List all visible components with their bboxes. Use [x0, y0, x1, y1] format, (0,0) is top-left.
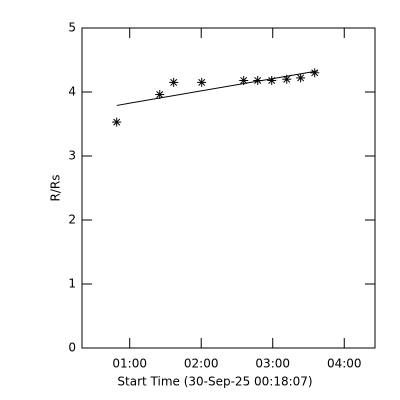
asterisk-stroke — [254, 76, 262, 84]
x-tick-label: 01:00 — [112, 357, 147, 371]
point — [197, 77, 207, 87]
point — [267, 75, 277, 85]
x-axis-label: Start Time (30-Sep-25 00:18:07) — [117, 375, 312, 389]
point — [310, 68, 320, 78]
x-tick-label: 02:00 — [184, 357, 219, 371]
asterisk-stroke — [156, 91, 164, 99]
asterisk-stroke — [170, 78, 178, 86]
y-tick-label: 0 — [68, 341, 76, 355]
y-tick-label: 4 — [68, 85, 76, 99]
point — [155, 90, 165, 100]
point — [112, 117, 122, 127]
x-tick-label: 04:00 — [327, 357, 362, 371]
y-tick-label: 3 — [68, 149, 76, 163]
asterisk-stroke — [240, 76, 248, 84]
y-axis-label: R/Rs — [49, 175, 63, 202]
asterisk-stroke — [113, 118, 121, 126]
plot-frame — [81, 27, 376, 349]
asterisk-stroke — [297, 74, 305, 82]
x-tick-label: 03:00 — [255, 357, 290, 371]
point — [169, 77, 179, 87]
y-tick-label: 1 — [68, 277, 76, 291]
y-tick-label: 5 — [68, 21, 76, 35]
point — [296, 73, 306, 83]
y-tick-label: 2 — [68, 213, 76, 227]
asterisk-stroke — [198, 78, 206, 86]
fit-line — [116, 70, 318, 106]
asterisk-stroke — [283, 75, 291, 83]
